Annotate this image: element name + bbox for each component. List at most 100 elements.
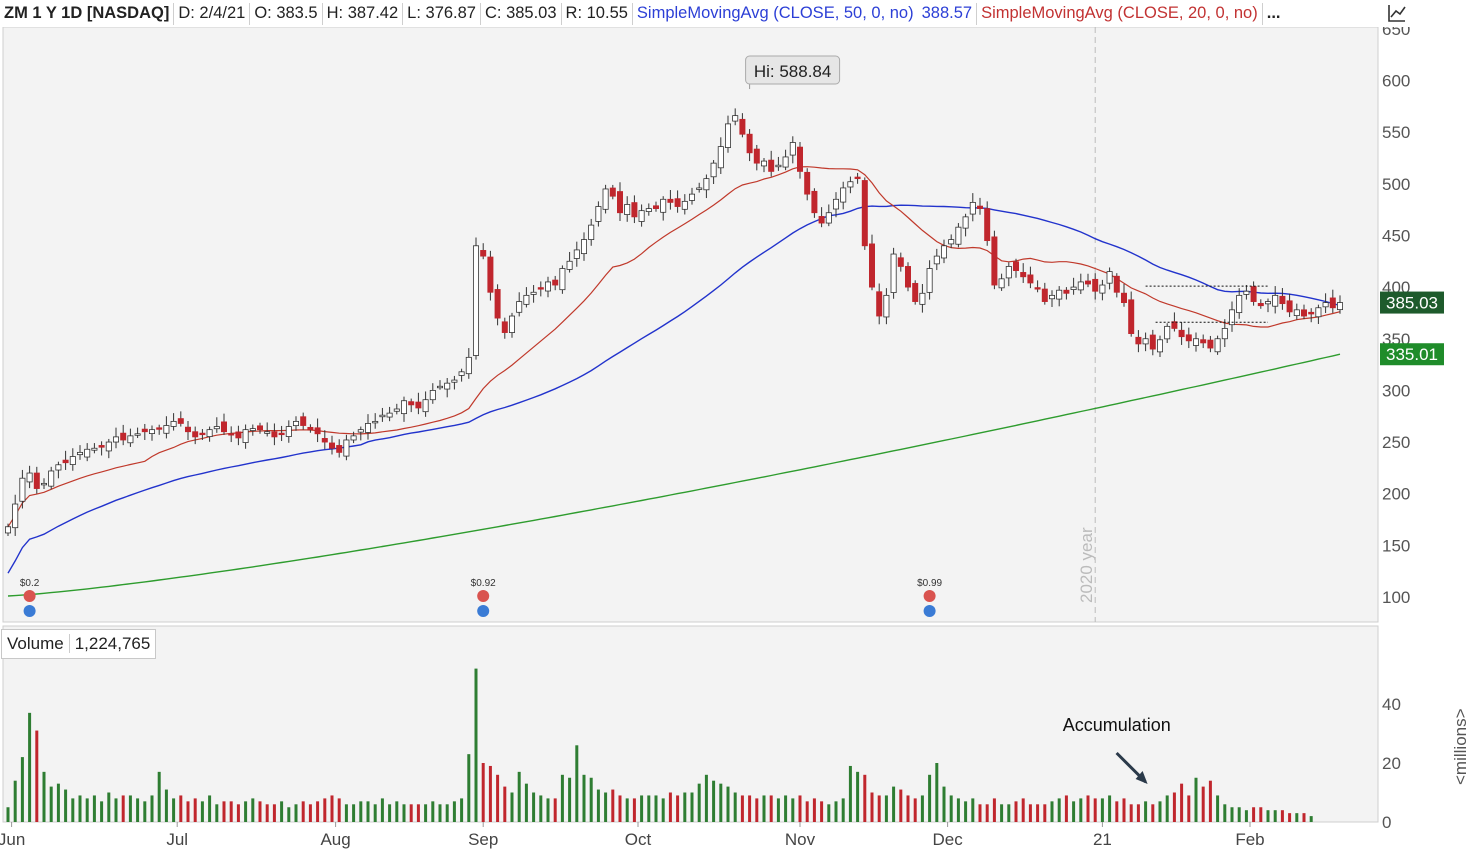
volume-bar [1237, 807, 1241, 822]
volume-bar [481, 763, 485, 822]
volume-bar [1172, 792, 1176, 822]
candle-body [1085, 280, 1092, 285]
year-label: 2020 year [1077, 527, 1096, 603]
volume-bar [172, 798, 176, 822]
volume-bar [510, 792, 514, 822]
candle-body [458, 371, 465, 376]
candle-body [336, 445, 343, 453]
sma200-line [7, 353, 1341, 597]
volume-bar [236, 804, 240, 822]
candle-body [933, 255, 940, 265]
candle-body [825, 212, 832, 224]
sma20-label[interactable]: SimpleMovingAvg (CLOSE, 20, 0, no) [981, 4, 1258, 22]
sma50-label[interactable]: SimpleMovingAvg (CLOSE, 50, 0, no) [636, 4, 914, 22]
volume-bar [6, 807, 10, 822]
candle-body [667, 198, 674, 203]
volume-bar [373, 804, 377, 822]
volume-bar [1136, 804, 1140, 822]
candle-body [1099, 284, 1106, 294]
month-label: Dec [932, 830, 963, 849]
candle-body [1221, 328, 1228, 340]
volume-bar [323, 798, 327, 822]
volume-bar [1043, 804, 1047, 822]
volume-unit-label: <millions> [1451, 708, 1468, 785]
candle-body [912, 282, 919, 302]
volume-bar [265, 804, 269, 822]
volume-bar [85, 798, 89, 822]
volume-bar [445, 804, 449, 822]
candle-body [1049, 294, 1056, 300]
candle-body [300, 416, 307, 426]
candle-body [602, 188, 609, 210]
candle-body [1236, 294, 1243, 314]
dividend-icon [477, 590, 490, 602]
volume-bar [431, 801, 435, 822]
volume-bar [956, 798, 960, 822]
candle-body [559, 268, 566, 291]
candle-body [1229, 309, 1236, 326]
volume-bar [582, 774, 586, 822]
candle-body [833, 198, 840, 210]
candle-body [753, 148, 760, 164]
volume-bar [1252, 807, 1256, 822]
candle-body [674, 198, 681, 207]
volume-bar [49, 786, 53, 822]
volume-bar [755, 798, 759, 822]
volume-bar [1050, 801, 1054, 822]
candle-body [415, 401, 422, 409]
symbol-label[interactable]: ZM 1 Y 1D [NASDAQ] [4, 4, 170, 22]
candle-body [1070, 286, 1077, 290]
volume-bar [928, 774, 932, 822]
candle-body [689, 193, 696, 201]
candles [5, 108, 1344, 537]
candle-body [1142, 338, 1149, 345]
volume-bar [740, 795, 744, 822]
volume-bar [164, 789, 168, 822]
candle-body [393, 408, 400, 412]
volume-tick-label: 40 [1382, 695, 1401, 714]
candle-body [156, 427, 163, 430]
volume-bar [690, 792, 694, 822]
candle-body [1200, 339, 1207, 344]
candle-body [761, 160, 768, 167]
candle-body [1135, 336, 1142, 345]
volume-bar [560, 774, 564, 822]
volume-bar [1072, 801, 1076, 822]
more-indicators[interactable]: ... [1266, 4, 1281, 22]
candle-body [1265, 301, 1272, 305]
volume-bar [719, 783, 723, 822]
volume-bar [776, 798, 780, 822]
chart-settings-icon[interactable] [1386, 2, 1408, 24]
candle-body [840, 187, 847, 203]
candle-body [487, 256, 494, 293]
candle-body [206, 429, 213, 437]
volume-bar [100, 801, 104, 822]
candle-body [617, 191, 624, 214]
candle-body [235, 431, 242, 439]
candle-body [249, 428, 256, 431]
candle-body [573, 249, 580, 259]
volume-bar [532, 792, 536, 822]
candle-body [242, 429, 249, 443]
volume-bar [128, 795, 132, 822]
volume-bar [352, 804, 356, 822]
volume-bar [1165, 795, 1169, 822]
volume-bar [964, 801, 968, 822]
volume-bar [200, 801, 204, 822]
dividend-label: $0.99 [917, 578, 942, 589]
candle-body [516, 301, 523, 313]
volume-bar [1014, 801, 1018, 822]
accumulation-arrowhead [1135, 771, 1148, 784]
volume-bar [107, 792, 111, 822]
price-tick-label: 500 [1382, 175, 1410, 194]
volume-bar [942, 786, 946, 822]
volume-label: Volume [7, 634, 64, 653]
candle-body [5, 526, 11, 534]
candle-body [631, 202, 638, 218]
candle-body [264, 431, 271, 434]
candle-body [609, 187, 616, 197]
candle-body [314, 427, 321, 435]
candle-body [1185, 334, 1192, 342]
volume-bar [287, 807, 291, 822]
